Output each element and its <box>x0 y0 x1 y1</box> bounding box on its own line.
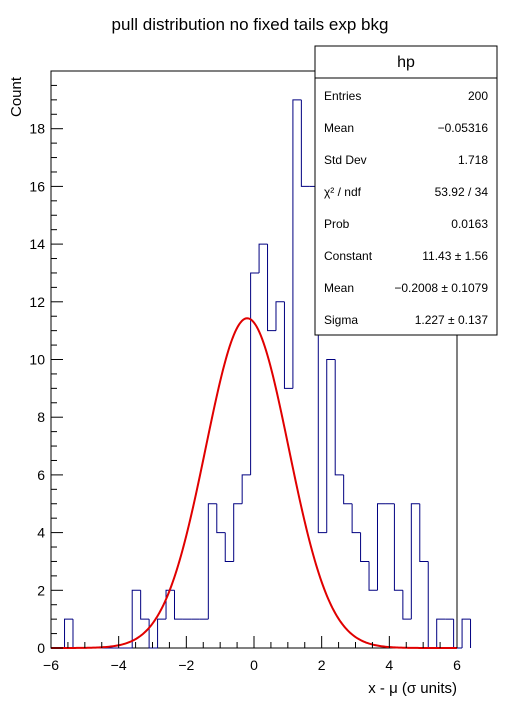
y-tick-label: 8 <box>37 409 45 425</box>
histogram-bin <box>393 503 403 591</box>
histogram-bin <box>72 619 82 649</box>
histogram-bin <box>410 503 420 620</box>
histogram-bin <box>241 474 251 504</box>
histogram-bin <box>343 474 353 505</box>
histogram-bin <box>233 503 243 562</box>
stats-row-value: 53.92 / 34 <box>435 185 489 199</box>
stats-rows: Entries 200 Mean −0.05316 Std Dev 1.718 χ² / n… <box>324 89 488 327</box>
histogram-bin <box>173 590 183 620</box>
stats-row-label: Constant <box>324 249 373 263</box>
histogram-bin <box>300 99 310 187</box>
y-tick-label: 12 <box>29 294 45 310</box>
stats-row-label: Entries <box>324 89 361 103</box>
histogram-bin <box>402 590 412 620</box>
histogram-bin <box>376 503 386 591</box>
histogram-bin <box>283 301 293 389</box>
stats-row-value: 0.0163 <box>451 217 488 231</box>
stats-row-label: χ² / ndf <box>324 185 362 199</box>
stats-row-value: 11.43 ± 1.56 <box>422 249 488 263</box>
histogram-bin <box>427 561 437 649</box>
histogram-bin <box>419 503 429 562</box>
stats-row-value: 200 <box>468 89 488 103</box>
histogram-bin <box>165 589 175 620</box>
y-axis-label: Count <box>8 76 25 117</box>
x-tick-label: −4 <box>111 657 127 673</box>
histogram-bin <box>453 619 463 649</box>
y-tick-label: 14 <box>29 236 45 252</box>
y-tick-label: 16 <box>29 178 45 194</box>
y-tick-label: 18 <box>29 121 45 137</box>
stats-row-value: −0.05316 <box>438 121 489 135</box>
x-tick-label: −2 <box>178 657 194 673</box>
x-axis-label: x - μ (σ units) <box>368 680 457 697</box>
x-tick-label: 4 <box>385 657 393 673</box>
stats-box-frame <box>314 45 498 336</box>
histogram-bin <box>292 99 302 389</box>
gaussian-fit-curve <box>50 317 457 649</box>
y-tick-label: 4 <box>37 525 45 541</box>
histogram-bin <box>267 244 276 332</box>
stats-box: hp Entries 200 Mean −0.05316 Std Dev 1.718 χ² … <box>314 45 498 336</box>
histogram-bin <box>207 503 217 620</box>
y-axis-ticks: 0 2 4 6 8 10 12 14 16 18 <box>29 70 63 656</box>
histogram-bin <box>157 618 167 648</box>
x-axis-ticks: −6 −4 −2 0 2 4 6 <box>43 636 461 673</box>
stats-row-label: Prob <box>324 217 350 231</box>
histogram-bin <box>275 301 285 331</box>
histogram-bin <box>334 359 344 476</box>
histogram-bin <box>64 618 73 648</box>
stats-row-value: −0.2008 ± 0.1079 <box>394 281 488 295</box>
stats-row-label: Mean <box>324 281 354 295</box>
x-tick-label: −6 <box>43 657 59 673</box>
y-tick-label: 0 <box>37 640 45 656</box>
histogram-bin <box>224 532 234 562</box>
histogram-bin <box>461 618 471 648</box>
stats-row-label: Std Dev <box>324 153 367 167</box>
stats-box-title: hp <box>397 54 415 71</box>
histogram-bin <box>436 618 446 648</box>
histogram-bin <box>250 272 260 475</box>
x-tick-label: 0 <box>250 657 258 673</box>
y-tick-label: 10 <box>29 352 45 368</box>
histogram-bin <box>216 503 226 534</box>
y-tick-label: 2 <box>37 582 45 598</box>
x-tick-label: 6 <box>453 657 461 673</box>
histogram-bin <box>368 561 378 591</box>
stats-row-value: 1.227 ± 0.137 <box>415 313 489 327</box>
stats-row-label: Sigma <box>324 313 358 327</box>
histogram-bin <box>351 503 361 534</box>
stats-row-label: Mean <box>324 121 354 135</box>
histogram-bin <box>360 532 370 562</box>
histogram-bin <box>258 243 268 273</box>
y-tick-label: 6 <box>37 467 45 483</box>
x-tick-label: 2 <box>318 657 326 673</box>
histogram-bin <box>140 590 150 620</box>
histogram-bin <box>131 589 141 648</box>
plot-area: −6 −4 −2 0 2 4 6 0 2 4 6 8 10 12 14 16 18 <box>29 70 472 673</box>
stats-row-value: 1.718 <box>458 153 488 167</box>
chart-title: pull distribution no fixed tails exp bkg <box>112 15 389 34</box>
histogram-bin <box>326 359 336 533</box>
